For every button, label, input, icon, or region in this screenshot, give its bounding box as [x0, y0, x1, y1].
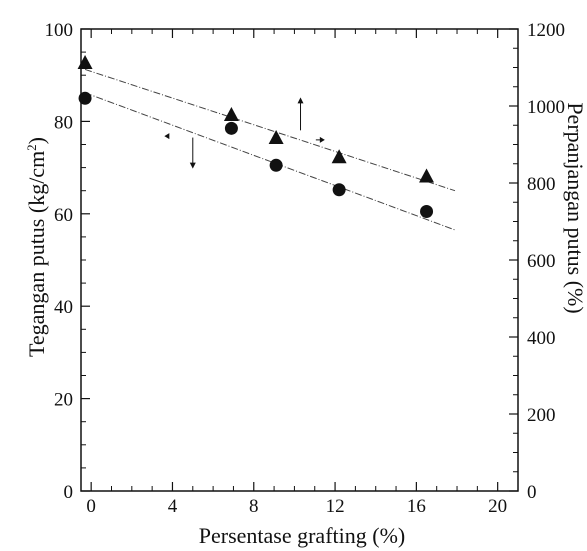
triangle-marker	[223, 106, 239, 121]
down-arrow	[189, 162, 196, 169]
y-left-tick-label: 20	[54, 390, 73, 411]
x-tick-label: 20	[488, 496, 507, 517]
y-left-tick-label: 100	[45, 20, 74, 41]
y-right-tick-label: 800	[527, 174, 556, 195]
trendlines	[84, 68, 456, 231]
y-left-tick-label: 60	[54, 205, 73, 226]
x-tick-label: 12	[326, 496, 345, 517]
x-tick-label: 4	[168, 496, 178, 517]
axes	[80, 28, 519, 492]
up-arrow	[297, 97, 304, 104]
y-right-tick-label: 1000	[527, 97, 565, 118]
x-tick-label: 8	[249, 496, 259, 517]
triangle-marker	[268, 130, 284, 145]
right-arrow	[319, 136, 325, 143]
y-right-tick-label: 200	[527, 405, 556, 426]
x-axis-title: Persentase grafting (%)	[199, 523, 405, 548]
left-arrow	[164, 133, 170, 140]
triangle-marker	[77, 54, 93, 69]
y-left-title-end: )	[24, 137, 49, 144]
y-left-axis-title: Tegangan putus (kg/cm2)	[24, 137, 49, 357]
circle-marker	[224, 121, 238, 135]
x-tick-label: 16	[407, 496, 426, 517]
circle-marker	[269, 158, 283, 172]
y-right-tick-label: 0	[527, 482, 537, 503]
markers	[77, 54, 435, 218]
arrows	[164, 97, 325, 169]
y-left-title-sup: 2	[24, 144, 39, 151]
ticks: 0 4 8 12 16 200204060801000200400600800100012…	[45, 20, 566, 517]
circle-trendline	[84, 92, 456, 231]
y-left-tick-label: 40	[54, 297, 73, 318]
circle-marker	[420, 204, 434, 218]
x-tick-label: 0	[86, 496, 96, 517]
circle-marker	[332, 183, 346, 197]
plot-frame	[80, 28, 519, 492]
y-left-tick-label: 0	[64, 482, 74, 503]
triangle-marker	[331, 149, 347, 164]
circle-marker	[78, 91, 92, 105]
y-left-tick-label: 80	[54, 112, 73, 133]
y-left-title-main: Tegangan putus (kg/cm	[24, 151, 49, 357]
y-right-axis-title: Perpanjangan putus (%)	[563, 102, 587, 313]
triangle-marker	[419, 168, 435, 183]
y-right-tick-label: 600	[527, 251, 556, 272]
y-right-tick-label: 400	[527, 328, 556, 349]
triangle-trendline	[84, 68, 456, 192]
y-right-tick-label: 1200	[527, 20, 565, 41]
